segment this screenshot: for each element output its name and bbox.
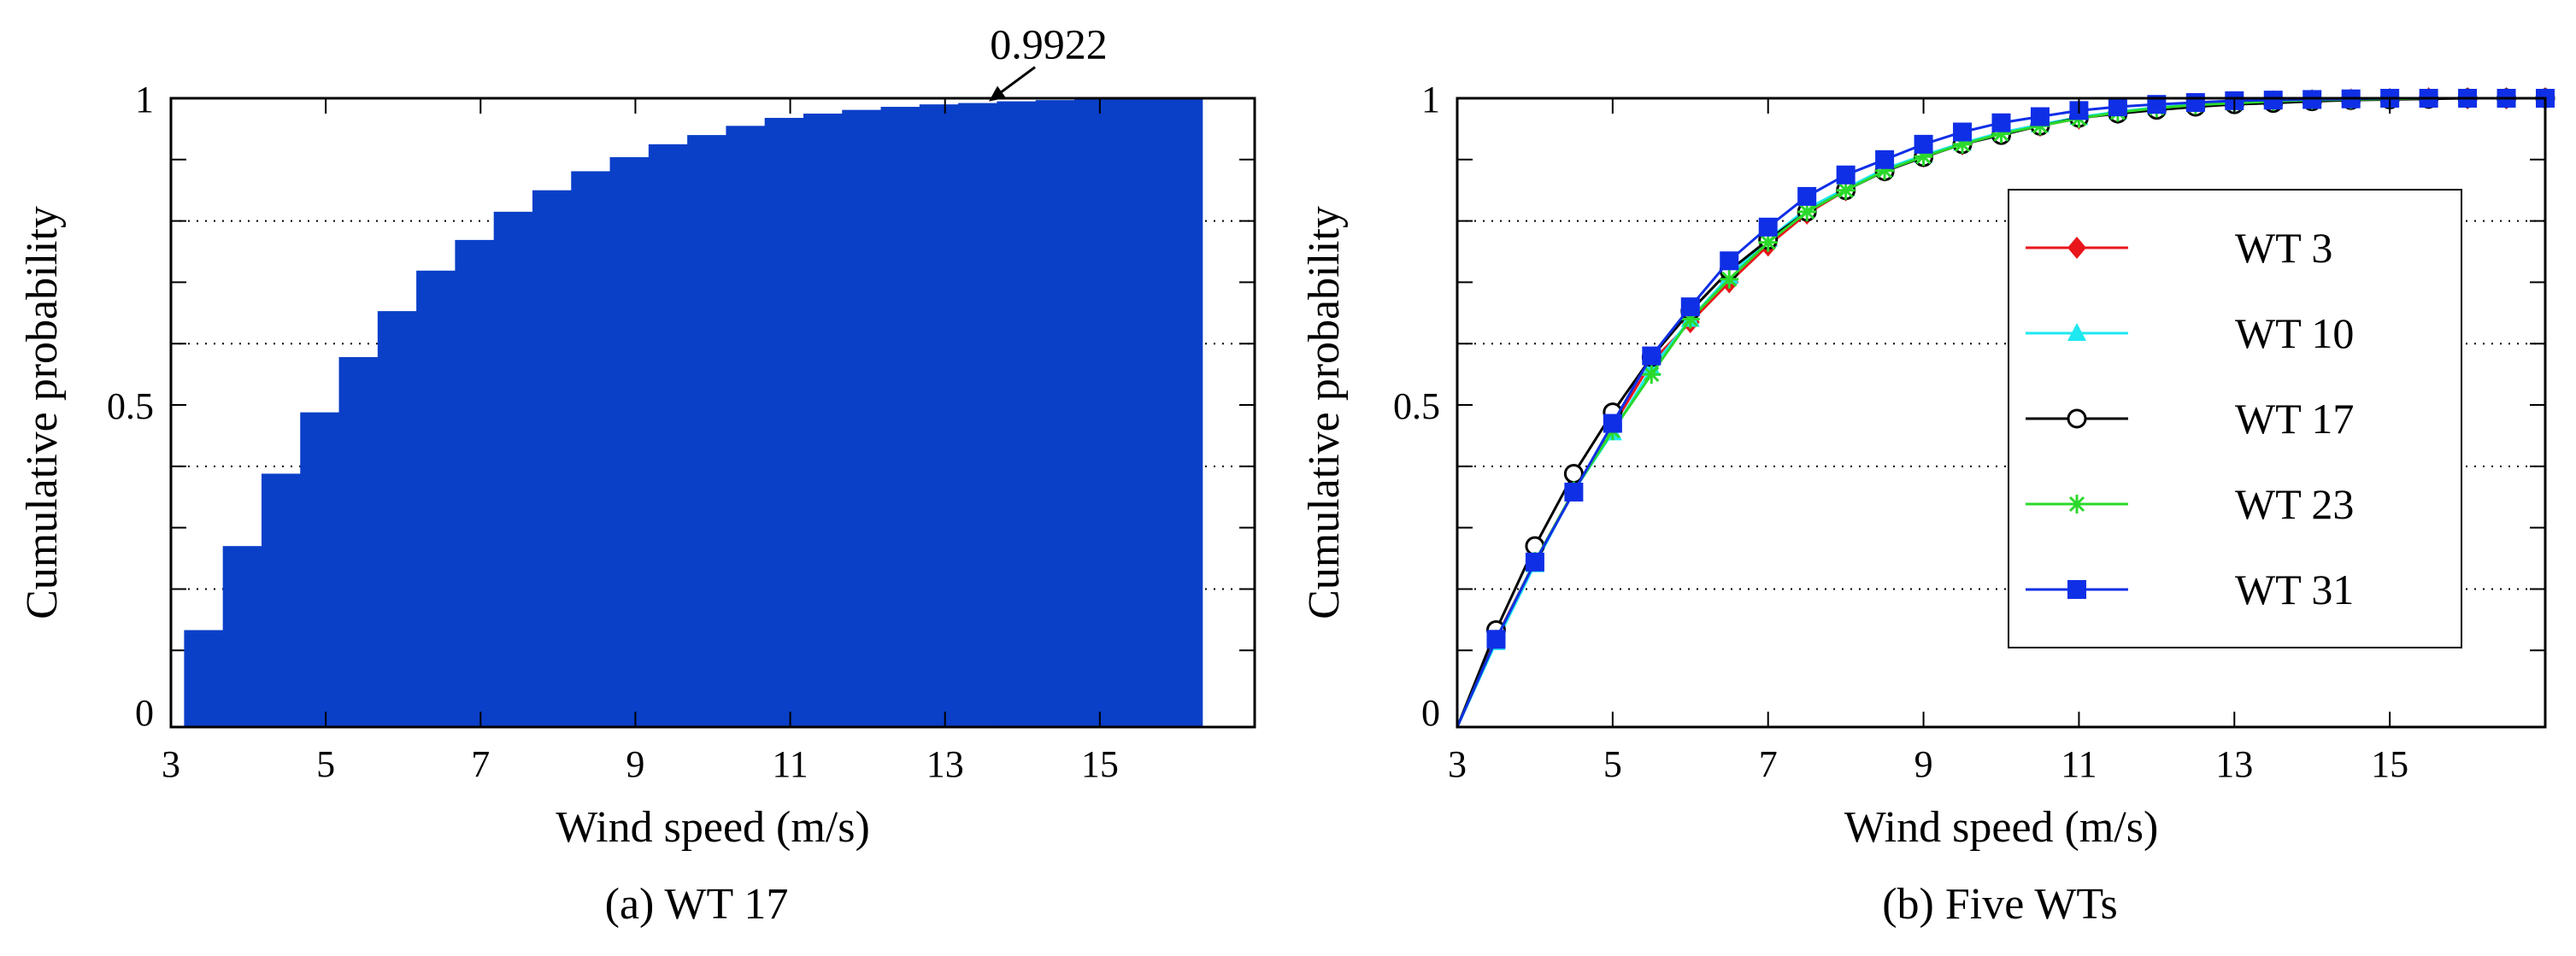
legend-marker (2067, 237, 2086, 259)
x-tick-label: 9 (626, 743, 644, 785)
x-tick-label: 13 (926, 743, 964, 785)
x-tick-label: 5 (316, 743, 335, 785)
x-axis-label: Wind speed (m/s) (1844, 803, 2159, 852)
y-tick-label: 1 (135, 79, 154, 120)
data-point (2108, 97, 2127, 117)
legend-marker (2067, 580, 2086, 599)
panel-caption: (a) WT 17 (605, 880, 789, 929)
data-point (1836, 165, 1856, 185)
data-point (2185, 93, 2205, 113)
data-point (1564, 482, 1584, 501)
x-tick-label: 13 (2215, 743, 2253, 785)
y-tick-label: 0 (1421, 692, 1440, 734)
x-tick-label: 15 (2371, 743, 2408, 785)
legend-marker (2067, 323, 2086, 341)
chart-panel-a: 0.9922 3 5 7 9 11 13 15 0 0.5 1 Wind speed (m/s) Cum… (18, 21, 1256, 929)
y-tick-label: 0.5 (1393, 385, 1440, 427)
data-point (1680, 297, 1700, 317)
data-point (2147, 95, 2167, 114)
x-tick-label: 7 (471, 743, 490, 785)
panel-caption: (b) Five WTs (1882, 880, 2118, 929)
legend-label: WT 17 (2235, 395, 2354, 443)
chart-panel-b: WT 3 WT 10 WT 17 WT 23 WT 31 3 5 7 9 11 13 15 0 0.5 1 W… (1300, 79, 2555, 929)
x-axis-label: Wind speed (m/s) (556, 803, 870, 852)
x-tick-label: 5 (1603, 743, 1622, 785)
legend-marker (2067, 408, 2087, 429)
data-point (1603, 413, 1622, 433)
legend: WT 3 WT 10 WT 17 WT 23 WT 31 (2008, 189, 2462, 648)
data-point (1991, 113, 2011, 132)
y-tick-label: 0 (135, 692, 154, 734)
data-point (1797, 202, 1817, 221)
y-tick-label: 0.5 (107, 385, 154, 427)
annotation-label: 0.9922 (990, 21, 1108, 68)
data-point (1642, 346, 1661, 366)
legend-marker (2067, 495, 2086, 513)
annotation-arrow (995, 66, 1036, 97)
data-point (2263, 91, 2283, 110)
x-tick-label: 11 (2061, 743, 2097, 785)
legend-label: WT 10 (2235, 309, 2354, 357)
bar (1151, 98, 1203, 727)
plot-frame (1456, 97, 2547, 729)
data-point (1797, 186, 1817, 206)
x-tick-label: 15 (1081, 743, 1119, 785)
data-point (1525, 552, 1544, 572)
data-point (1720, 251, 1739, 271)
y-axis-label: Cumulative probability (18, 206, 67, 619)
data-point (1953, 122, 1973, 142)
x-tick-label: 3 (162, 743, 180, 785)
data-point (1758, 217, 1778, 237)
x-tick-label: 7 (1759, 743, 1778, 785)
y-tick-label: 1 (1421, 79, 1440, 120)
legend-label: WT 3 (2235, 224, 2332, 272)
x-tick-label: 9 (1914, 743, 1933, 785)
data-point (2030, 107, 2050, 126)
data-point (1875, 150, 1895, 169)
y-axis-label: Cumulative probability (1300, 206, 1349, 619)
legend-label: WT 23 (2235, 480, 2354, 528)
data-point (1486, 630, 1506, 649)
data-point (1914, 134, 1933, 154)
legend-label: WT 31 (2235, 566, 2354, 613)
x-tick-label: 11 (772, 743, 808, 785)
x-tick-label: 3 (1448, 743, 1467, 785)
data-point (1642, 365, 1661, 384)
plot-frame (169, 97, 1256, 729)
data-point (1720, 269, 1739, 289)
